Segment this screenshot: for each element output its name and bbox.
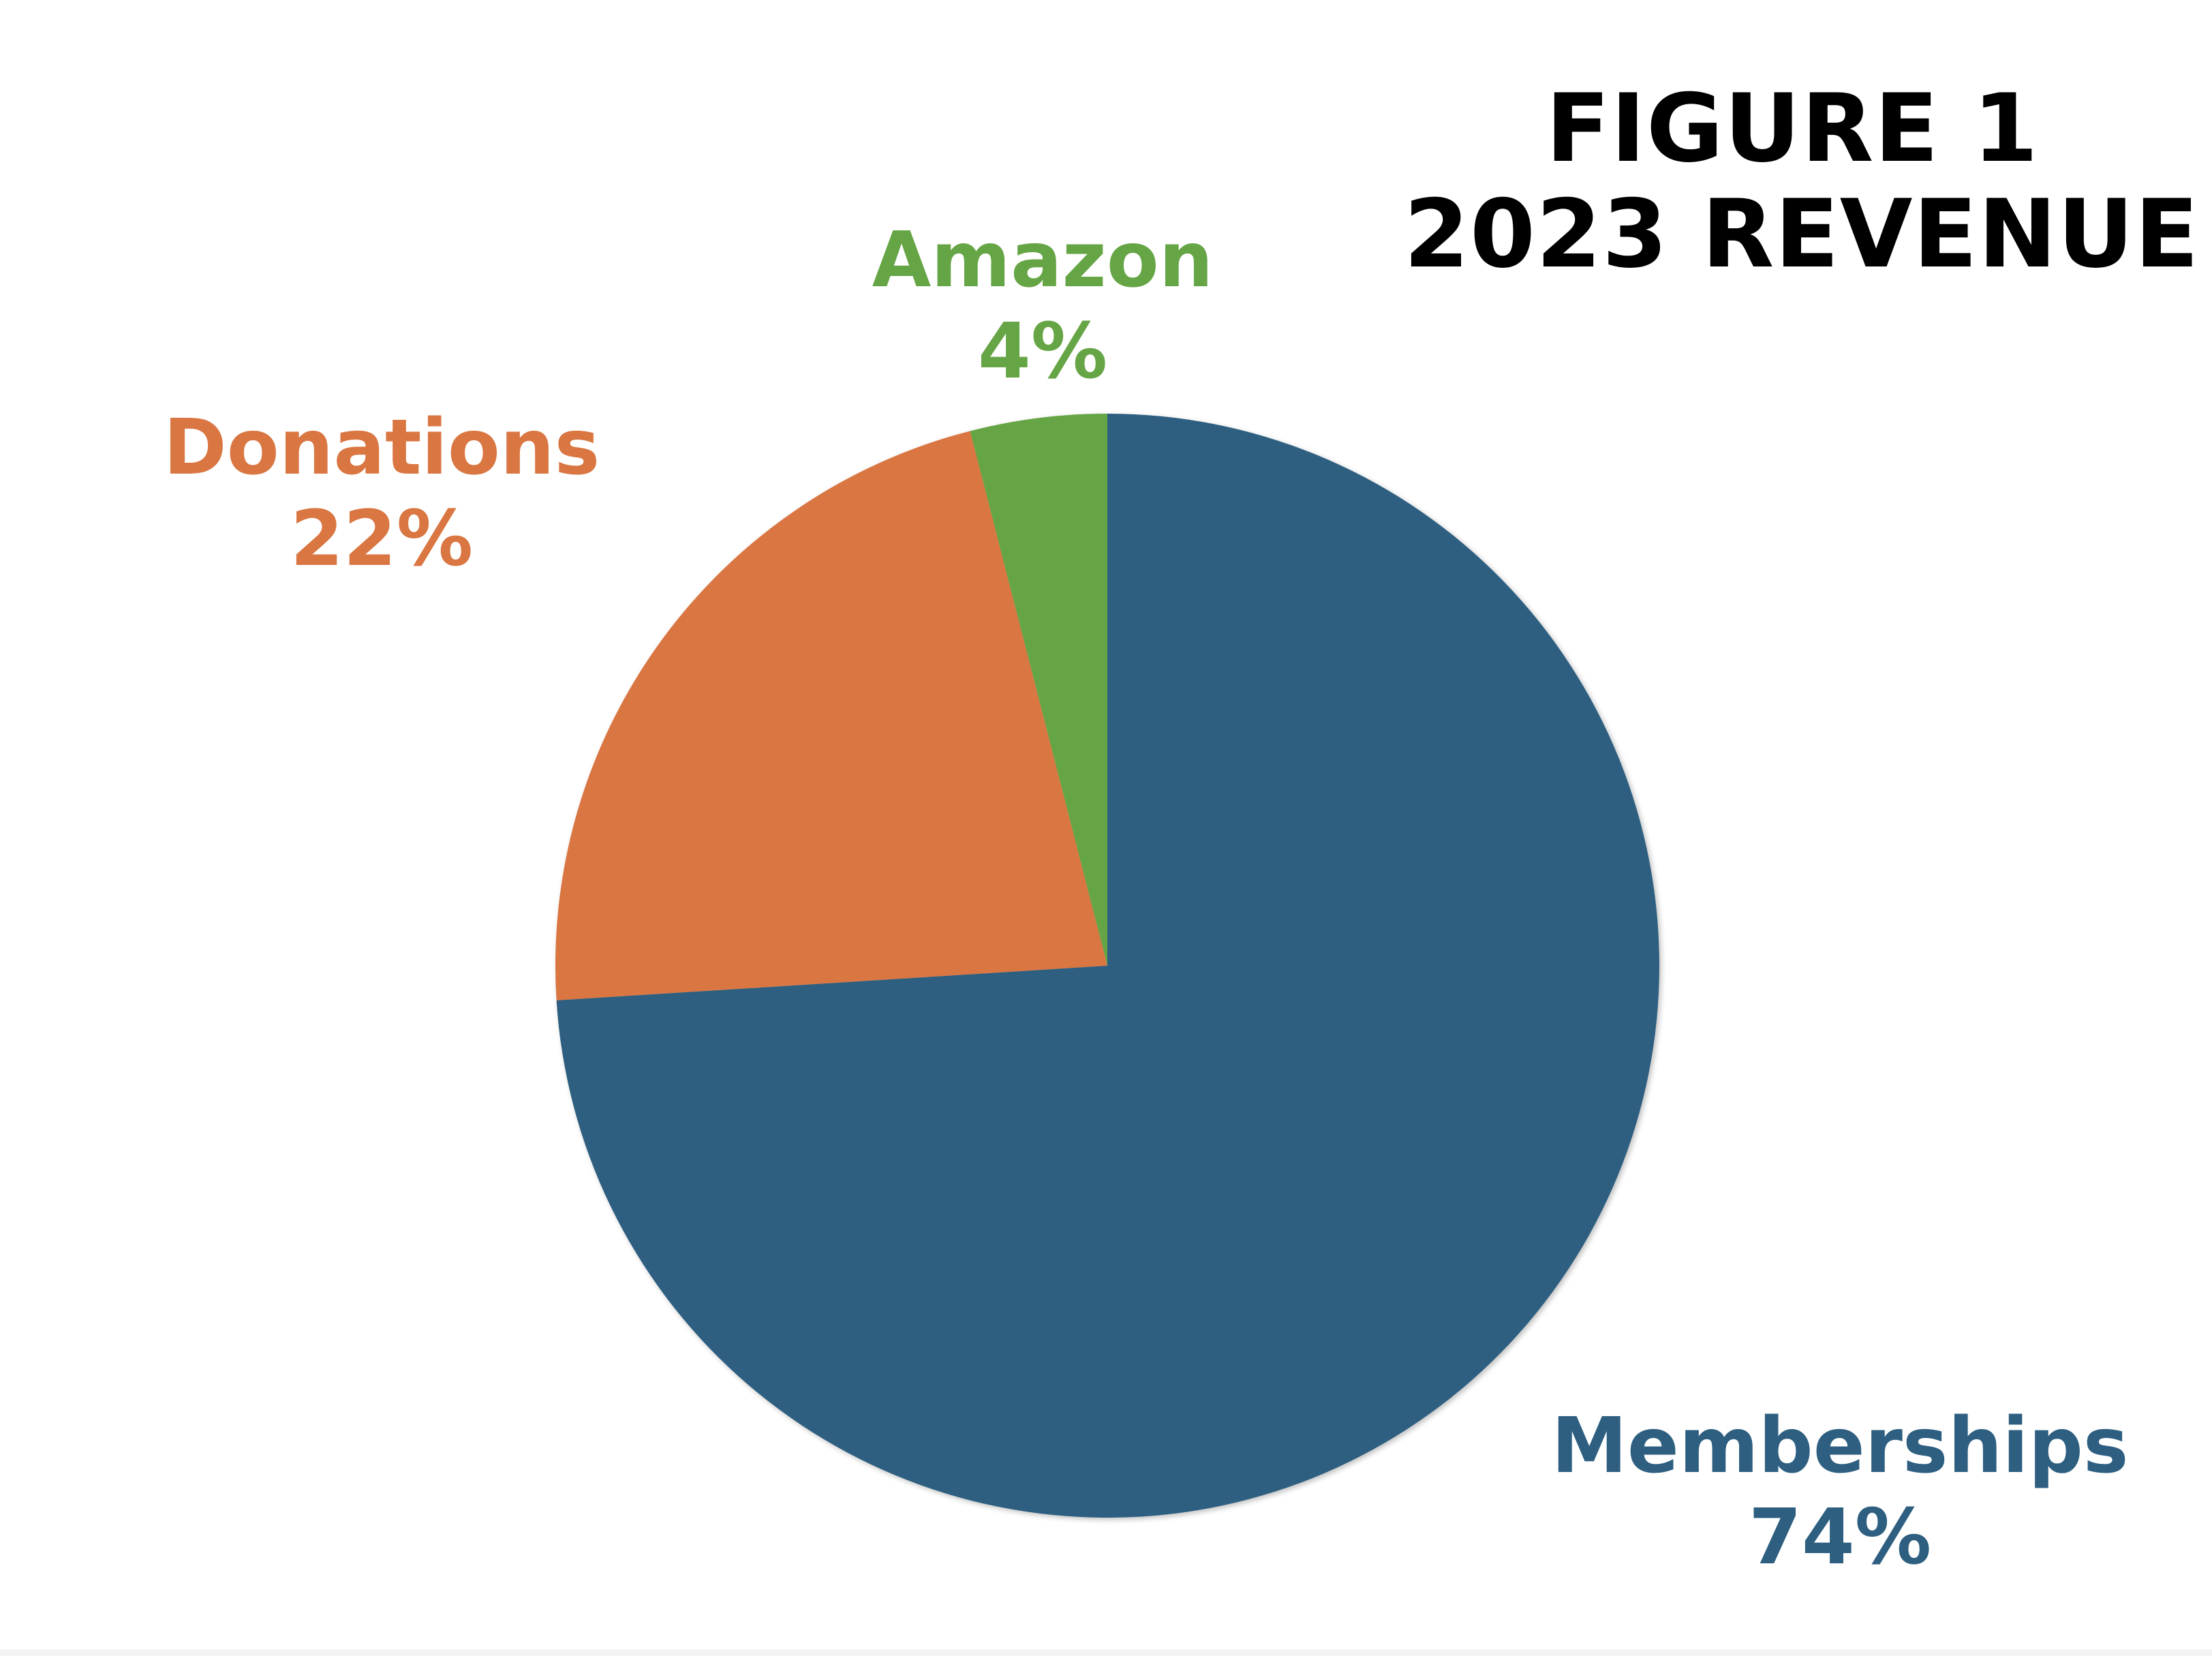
slice-label-memberships: Memberships 74% <box>1526 1400 2153 1584</box>
slice-label-name: Donations <box>163 403 600 492</box>
pie-slices <box>555 414 1659 1518</box>
chart-title-line-1: FIGURE 1 <box>1546 74 2039 183</box>
pie-slice-amazon <box>970 414 1107 966</box>
slice-label-value: 22% <box>290 495 474 584</box>
slice-label-amazon: Amazon 4% <box>838 215 1247 398</box>
slice-label-name: Amazon <box>872 216 1214 305</box>
chart-title-line-2: 2023 REVENUE <box>1404 179 2200 289</box>
slice-label-value: 4% <box>977 307 1108 397</box>
pie-slice-donations <box>555 431 1107 1000</box>
slice-label-value: 74% <box>1748 1493 1932 1582</box>
slice-label-donations: Donations 22% <box>150 402 613 585</box>
pie-slice-memberships <box>556 414 1659 1518</box>
slice-label-name: Memberships <box>1551 1402 2129 1490</box>
bottom-strip <box>0 1649 2212 1656</box>
